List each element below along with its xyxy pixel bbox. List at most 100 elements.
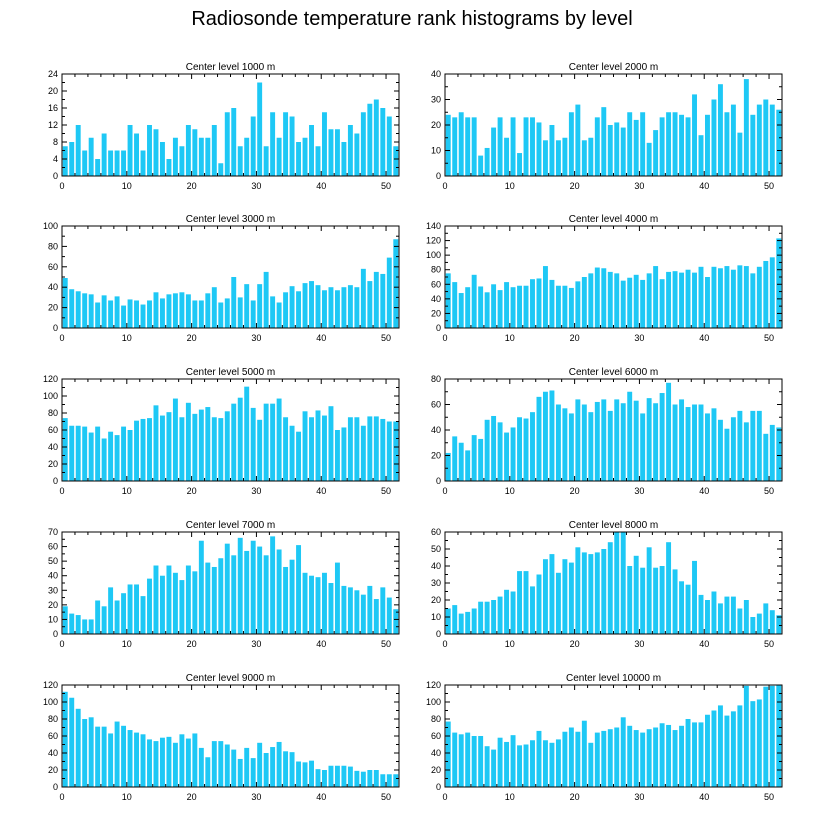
histogram-bar (296, 761, 302, 787)
x-tick-label: 10 (122, 181, 132, 191)
histogram-bar (127, 584, 133, 634)
x-tick-label: 40 (316, 486, 326, 496)
y-tick-label: 40 (48, 282, 58, 292)
histogram-bar (659, 723, 665, 787)
histogram-bar (179, 417, 185, 481)
x-tick-label: 10 (122, 333, 132, 343)
histogram-bar (452, 605, 458, 634)
histogram-bar (205, 137, 211, 176)
histogram-bar (614, 273, 620, 328)
histogram-bar (640, 732, 646, 787)
histogram-bar (347, 285, 353, 328)
histogram-bar (555, 739, 561, 787)
histogram-bar (309, 281, 314, 328)
histogram-bar (549, 390, 555, 481)
histogram-bar (705, 714, 710, 787)
histogram-bar (82, 619, 88, 634)
histogram-bar (711, 591, 717, 634)
x-tick-label: 20 (187, 333, 197, 343)
histogram-bar (309, 125, 314, 176)
histogram-bar (555, 285, 561, 328)
histogram-bar (315, 285, 321, 328)
y-tick-label: 100 (426, 250, 441, 260)
histogram-bar (283, 417, 289, 481)
histogram-bar (263, 403, 269, 481)
histogram-bar (594, 267, 600, 328)
histogram-bar (478, 155, 484, 176)
x-tick-label: 10 (505, 639, 515, 649)
panel-title: Center level 6000 m (569, 367, 659, 378)
x-tick-label: 0 (59, 486, 64, 496)
histogram-bar (659, 117, 665, 176)
histogram-bar (769, 610, 775, 634)
y-tick-label: 50 (431, 544, 441, 554)
histogram-bar (114, 435, 120, 481)
histogram-bar (302, 283, 308, 328)
histogram-bar (523, 418, 529, 481)
histogram-bar (679, 399, 685, 481)
x-tick-label: 50 (764, 486, 774, 496)
histogram-bar (737, 132, 743, 176)
histogram-bar (95, 302, 101, 328)
histogram-bar (452, 732, 458, 787)
histogram-bar (445, 608, 451, 634)
histogram-bar (82, 719, 88, 787)
histogram-bar (620, 717, 626, 787)
panel-title: Center level 5000 m (186, 367, 276, 378)
histogram-bar (166, 294, 172, 328)
histogram-bar (530, 586, 535, 634)
histogram-bar (373, 271, 379, 328)
histogram-bar (465, 611, 471, 634)
histogram-bar (465, 117, 471, 176)
histogram-bar (334, 430, 340, 481)
histogram-bar (659, 566, 665, 634)
histogram-bar (601, 107, 607, 176)
panel-title: Center level 3000 m (186, 214, 276, 225)
histogram-bar (205, 562, 211, 634)
histogram-bar (575, 399, 581, 481)
histogram-bar (159, 142, 165, 176)
histogram-bar (484, 601, 490, 634)
histogram-bar (478, 601, 484, 634)
histogram-bar (542, 559, 548, 634)
y-tick-label: 80 (431, 374, 441, 384)
y-tick-label: 40 (48, 442, 58, 452)
histogram-bar (640, 413, 646, 481)
histogram-bar (620, 280, 626, 328)
x-tick-label: 50 (381, 639, 391, 649)
histogram-bar (653, 266, 659, 328)
histogram-bar (763, 603, 769, 634)
y-tick-label: 60 (48, 425, 58, 435)
histogram-bar (62, 146, 68, 176)
histogram-bar (698, 266, 704, 328)
histogram-bar (763, 260, 769, 328)
histogram-bar (711, 266, 717, 328)
histogram-panel: Center level 4000 m 0 10 20 30 40 50 0 20 40 60 80 1… (426, 214, 783, 343)
histogram-bar (134, 420, 139, 481)
histogram-bar (536, 730, 542, 787)
x-tick-label: 0 (442, 486, 447, 496)
histogram-bar (685, 117, 691, 176)
histogram-bar (309, 760, 314, 787)
y-tick-label: 20 (48, 86, 58, 96)
x-tick-label: 30 (251, 792, 261, 802)
histogram-bar (315, 410, 321, 481)
x-tick-label: 40 (316, 639, 326, 649)
histogram-bar (517, 417, 522, 481)
x-tick-label: 0 (442, 181, 447, 191)
histogram-bar (211, 566, 217, 634)
panel-title: Center level 7000 m (186, 520, 276, 531)
y-tick-label: 80 (48, 714, 58, 724)
histogram-bar (692, 560, 697, 634)
histogram-bar (497, 290, 503, 328)
histogram-bar (108, 587, 114, 634)
histogram-bar (627, 391, 633, 481)
histogram-bar (341, 765, 347, 787)
histogram-bar (354, 287, 360, 328)
y-tick-label: 8 (53, 137, 58, 147)
histogram-bar (218, 302, 224, 328)
histogram-bar (620, 532, 626, 634)
histogram-bar (185, 738, 191, 787)
histogram-bar (95, 426, 101, 481)
